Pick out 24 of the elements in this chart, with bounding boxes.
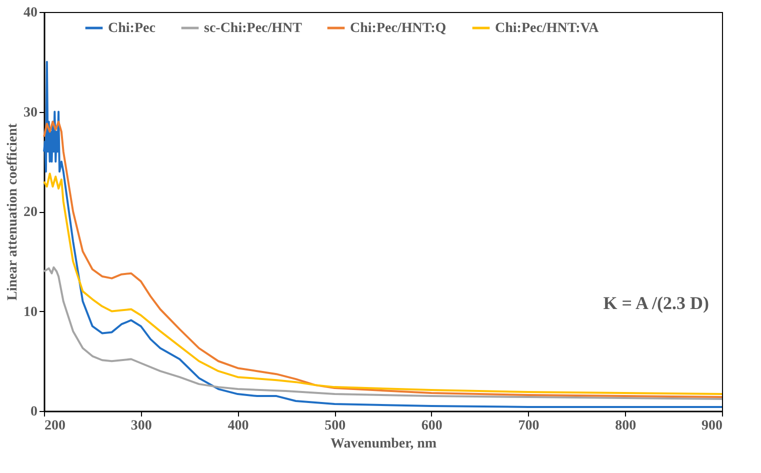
legend-label: sc-Chi:Pec/HNT <box>204 21 303 36</box>
y-axis-title: Linear attenuation coefficient <box>6 123 20 301</box>
x-tick-label: 900 <box>702 418 722 434</box>
x-axis-title: Wavenumber, nm <box>330 436 437 452</box>
line-series <box>43 120 723 398</box>
y-tick-label: 40 <box>24 6 38 20</box>
x-tick-label: 200 <box>44 418 66 434</box>
y-tick-label: 30 <box>24 105 38 120</box>
y-tick-label: 20 <box>24 205 38 220</box>
legend-label: Chi:Pec <box>108 21 156 36</box>
legend-label: Chi:Pec/HNT:Q <box>350 21 446 36</box>
x-tick-label: 500 <box>324 418 346 434</box>
x-tick-label: 600 <box>421 418 442 434</box>
x-tick-label: 700 <box>518 418 540 434</box>
annotation: K = A /(2.3 D) <box>603 293 709 313</box>
line-series <box>43 172 723 396</box>
line-series <box>43 266 723 400</box>
x-tick-label: 800 <box>615 418 636 434</box>
x-tick-label: 300 <box>130 418 152 434</box>
y-tick-label: 10 <box>24 304 38 320</box>
y-tick-label: 0 <box>30 404 38 420</box>
line-series <box>43 60 723 408</box>
legend-label: Chi:Pec/HNT:VA <box>495 21 600 36</box>
x-tick-label: 400 <box>228 418 249 434</box>
